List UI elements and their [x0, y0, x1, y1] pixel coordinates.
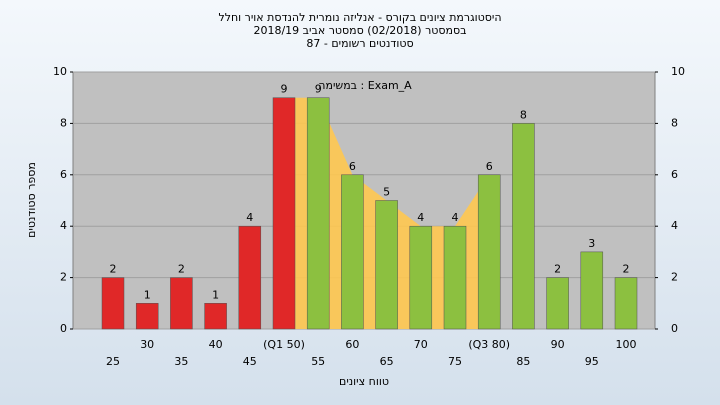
y-tick-label: 8: [60, 116, 67, 129]
bar: [204, 303, 227, 330]
x-tick-label: 75: [448, 355, 462, 368]
bar: [580, 251, 604, 330]
bar: [101, 277, 125, 330]
x-tick-label: 95: [585, 355, 599, 368]
x-tick-label: 70: [414, 338, 428, 351]
annotation: במשימה : Exam_A: [318, 79, 412, 92]
value-label: 4: [452, 211, 459, 224]
value-label: 2: [178, 263, 185, 276]
value-label: 4: [246, 211, 253, 224]
y-tick-label: 6: [60, 168, 67, 181]
x-tick-label: 90: [551, 338, 565, 351]
value-label: 6: [349, 160, 356, 173]
value-label: 9: [281, 83, 288, 96]
y2-tick-label: 2: [671, 271, 678, 284]
value-label: 2: [110, 263, 117, 276]
bar: [135, 303, 159, 330]
x-tick-label: 45: [243, 355, 257, 368]
title-line: בסמסטר (02/2018) סמסטר אביב 2018/19: [253, 24, 466, 37]
x-tick-label: 60: [345, 338, 359, 351]
y2-tick-label: 10: [671, 65, 685, 78]
title-line: סטודנטים רשומים - 87: [306, 37, 413, 50]
y-tick-label: 2: [60, 271, 67, 284]
value-label: 5: [383, 186, 390, 199]
value-label: 4: [417, 211, 424, 224]
x-tick-label: 30: [140, 338, 154, 351]
x-tick-label: 35: [174, 355, 188, 368]
bar: [443, 225, 467, 330]
y-tick-label: 0: [60, 322, 67, 335]
value-label: 9: [315, 83, 322, 96]
bar: [546, 277, 569, 330]
x-tick-label: 25: [106, 355, 120, 368]
y2-tick-label: 4: [671, 219, 678, 232]
bar: [512, 123, 535, 330]
bar: [306, 97, 330, 330]
value-label: 1: [144, 288, 151, 301]
bar: [409, 225, 433, 330]
x-tick-label: 55: [311, 355, 325, 368]
value-label: 8: [520, 108, 527, 121]
y2-tick-label: 0: [671, 322, 678, 335]
value-label: 6: [486, 160, 493, 173]
y2-tick-label: 6: [671, 168, 678, 181]
title-line: היסטוגרמת ציונים בקורס - אנליזה נומרית ל…: [218, 11, 501, 24]
y-axis-label: מספר סטודנטים: [25, 162, 38, 238]
y2-tick-label: 8: [671, 116, 678, 129]
value-label: 1: [212, 288, 219, 301]
x-tick-label: (Q3 80): [468, 338, 510, 351]
bar: [477, 174, 501, 330]
x-tick-label: 85: [516, 355, 530, 368]
x-tick-label: 65: [380, 355, 394, 368]
value-label: 2: [554, 263, 561, 276]
x-tick-label: (Q1 50): [263, 338, 305, 351]
value-label: 2: [623, 263, 630, 276]
x-tick-label: 100: [616, 338, 637, 351]
bar: [238, 225, 262, 330]
bar: [170, 277, 193, 330]
value-label: 3: [588, 237, 595, 250]
bar: [272, 97, 296, 330]
x-axis-label: טווח ציונים: [339, 375, 389, 388]
y-tick-label: 10: [53, 65, 67, 78]
x-tick-label: 40: [209, 338, 223, 351]
bar: [614, 277, 638, 330]
y-tick-label: 4: [60, 219, 67, 232]
bar: [375, 200, 398, 330]
bar: [341, 174, 364, 330]
